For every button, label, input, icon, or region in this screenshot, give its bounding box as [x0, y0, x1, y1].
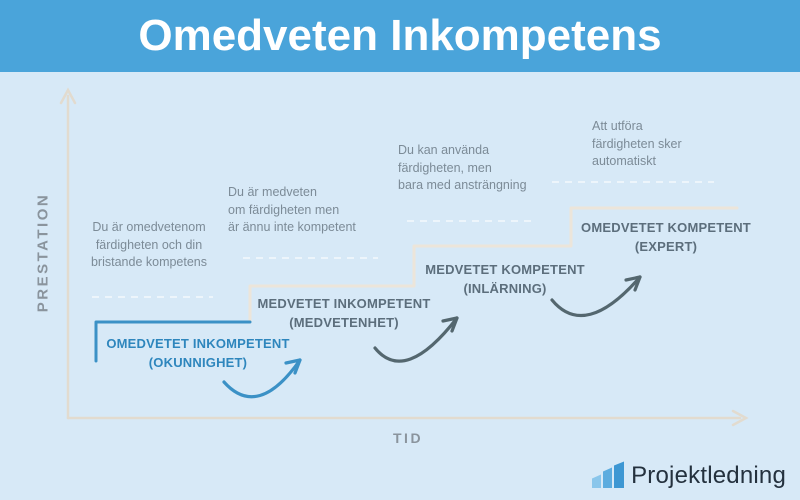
step4-description-line: automatiskt: [592, 154, 656, 168]
step2-title: MEDVETET INKOMPETENT (MEDVETENHET): [234, 294, 454, 332]
step3-description-line: Du kan använda: [398, 143, 490, 157]
step1-description-line: färdigheten och din: [95, 237, 203, 252]
step4-title-line1: OMEDVETET KOMPETENT: [581, 220, 751, 235]
logo: Projektledning: [592, 461, 786, 488]
step1-description: Du är omedvetenom färdigheten och din br…: [73, 219, 225, 272]
step2-description-line: Du är medveten: [228, 185, 317, 199]
y-axis-arrowhead-icon: [59, 87, 77, 105]
step1-title: OMEDVETET INKOMPETENT (OKUNNIGHET): [88, 334, 308, 372]
y-axis-label: PRESTATION: [34, 192, 52, 313]
x-axis-label: TID: [393, 430, 424, 446]
header-banner: Omedveten Inkompetens: [0, 0, 800, 72]
step2-title-line1: MEDVETET INKOMPETENT: [257, 296, 431, 311]
step3-description: Du kan använda färdigheten, men bara med…: [398, 142, 527, 195]
step3-description-line: bara med ansträngning: [398, 178, 527, 192]
step3-description-line: färdigheten, men: [398, 160, 492, 175]
step1-title-line2: (OKUNNIGHET): [148, 355, 248, 370]
logo-text: Projektledning: [631, 462, 786, 489]
step2-title-line2: (MEDVETENHET): [289, 315, 399, 330]
step1-description-line: bristande kompetens: [90, 255, 208, 269]
bar-chart-icon: [592, 461, 625, 488]
step2-description-line: är ännu inte kompetent: [228, 220, 356, 234]
step3-title-line1: MEDVETET KOMPETENT: [425, 262, 585, 277]
step4-title-line2: (EXPERT): [634, 239, 698, 254]
step2-description: Du är medveten om färdigheten men är änn…: [228, 184, 356, 237]
step4-title: OMEDVETET KOMPETENT (EXPERT): [556, 218, 776, 256]
page-title: Omedveten Inkompetens: [138, 11, 662, 60]
step1-title-line1: OMEDVETET INKOMPETENT: [106, 336, 290, 351]
step4-description-line: färdigheten sker: [592, 136, 682, 151]
x-axis-arrowhead-icon: [731, 409, 749, 427]
step2-description-line: om färdigheten men: [228, 202, 340, 217]
step3-title: MEDVETET KOMPETENT (INLÄRNING): [395, 260, 615, 298]
step4-description: Att utföra färdigheten sker automatiskt: [592, 118, 682, 171]
step4-description-line: Att utföra: [592, 119, 643, 133]
step1-description-line: Du är omedvetenom: [92, 220, 206, 234]
step3-title-line2: (INLÄRNING): [463, 281, 547, 296]
